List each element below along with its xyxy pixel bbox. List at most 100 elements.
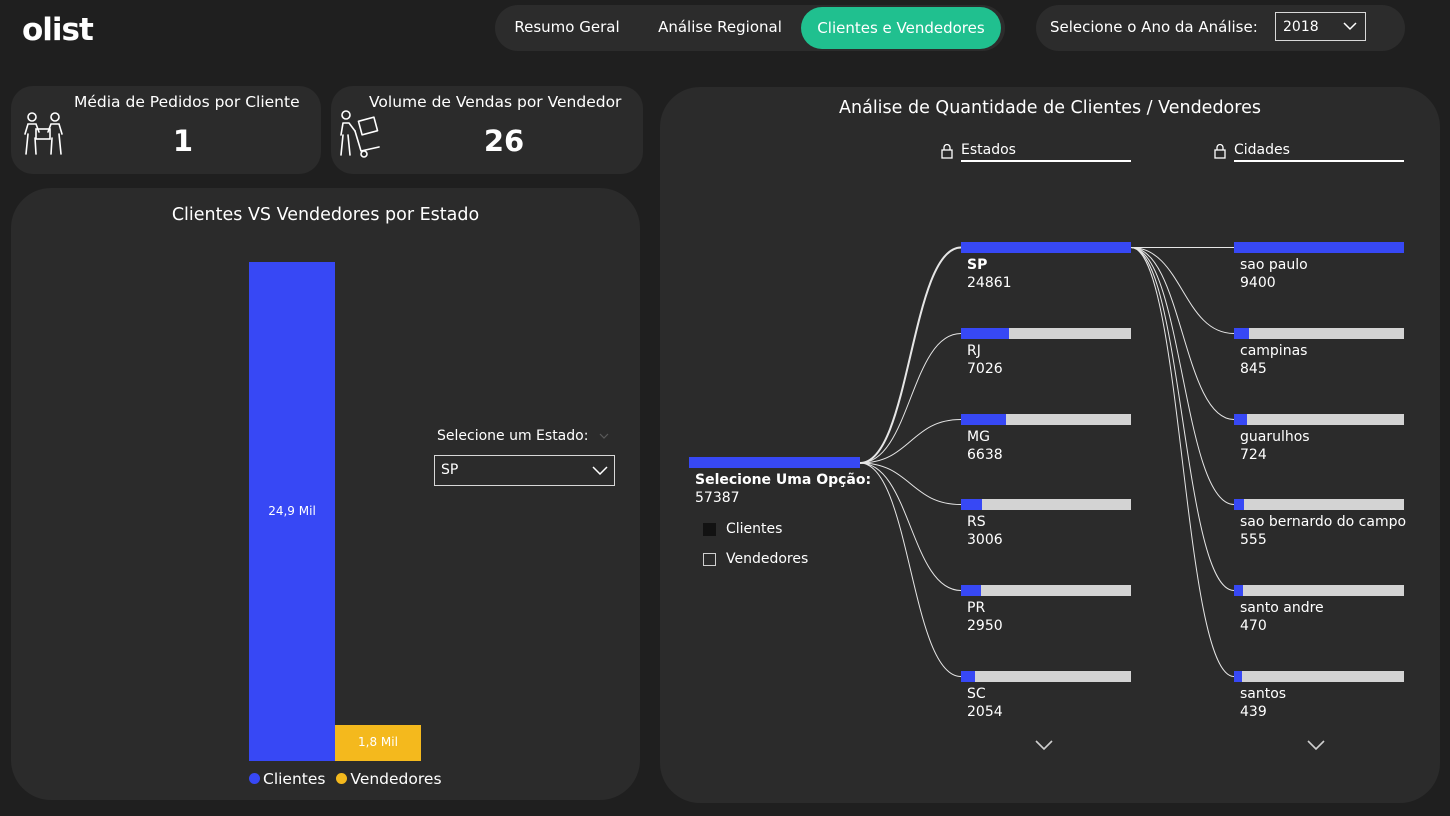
bar-clientes-label: 24,9 Mil bbox=[268, 503, 316, 518]
person-hand-truck-icon bbox=[340, 110, 380, 158]
estado-name: PR bbox=[967, 600, 986, 616]
estado-name: SC bbox=[967, 686, 986, 702]
chart-legend: Clientes Vendedores bbox=[249, 770, 442, 788]
year-select[interactable]: 2018 bbox=[1275, 12, 1366, 41]
connector-estado-cidade bbox=[1130, 247, 1235, 505]
estado-bar-fill bbox=[961, 499, 982, 510]
cidade-name: sao paulo bbox=[1240, 257, 1308, 273]
connector-root-estado bbox=[859, 462, 962, 591]
bar-chart-plot: 24,9 Mil 1,8 Mil bbox=[249, 262, 421, 761]
estado-bar[interactable] bbox=[961, 585, 1131, 596]
connector-estado-cidade bbox=[1130, 247, 1235, 334]
legend-item-clientes[interactable]: Clientes bbox=[249, 770, 325, 788]
estado-bar[interactable] bbox=[961, 328, 1131, 339]
checkbox-clientes[interactable] bbox=[703, 523, 716, 536]
cidade-name: guarulhos bbox=[1240, 429, 1310, 445]
connector-root-estado bbox=[859, 462, 962, 677]
tab-analise-regional[interactable]: Análise Regional bbox=[658, 18, 782, 36]
cidade-bar-fill bbox=[1234, 585, 1243, 596]
legend-label: Clientes bbox=[263, 770, 326, 788]
bar-vendedores-label: 1,8 Mil bbox=[358, 735, 398, 749]
cidade-value: 439 bbox=[1240, 704, 1267, 720]
option-label-clientes: Clientes bbox=[726, 521, 783, 537]
cidade-bar-fill bbox=[1234, 328, 1250, 339]
estado-name: MG bbox=[967, 429, 990, 445]
estado-bar[interactable] bbox=[961, 671, 1131, 682]
estado-bar[interactable] bbox=[961, 414, 1131, 425]
lock-icon bbox=[1214, 143, 1226, 159]
estado-bar-fill bbox=[961, 585, 982, 596]
kpi-orders-per-client: Média de Pedidos por Cliente 1 bbox=[11, 86, 321, 174]
cidade-value: 470 bbox=[1240, 618, 1267, 634]
cidade-name: santos bbox=[1240, 686, 1287, 702]
connector-estado-cidade bbox=[1130, 247, 1235, 677]
column-underline bbox=[1234, 160, 1404, 162]
estado-bar[interactable] bbox=[961, 499, 1131, 510]
estado-value: 7026 bbox=[967, 361, 1003, 377]
kpi-value: 26 bbox=[483, 124, 525, 158]
tree-connectors bbox=[859, 246, 1235, 677]
connector-root-estado bbox=[859, 246, 962, 464]
root-value: 57387 bbox=[695, 490, 740, 506]
cidade-value: 724 bbox=[1240, 447, 1267, 463]
column-header-cidades[interactable]: Cidades bbox=[1234, 142, 1290, 158]
cidade-name: sao bernardo do campo bbox=[1240, 514, 1407, 530]
cidade-bar[interactable] bbox=[1234, 328, 1404, 339]
column-header-estados[interactable]: Estados bbox=[961, 142, 1016, 158]
estado-name: RS bbox=[967, 514, 986, 530]
cidade-value: 9400 bbox=[1240, 275, 1276, 291]
bar-vendedores[interactable] bbox=[335, 725, 421, 761]
estado-value: 2054 bbox=[967, 704, 1003, 720]
cidade-bar[interactable] bbox=[1234, 499, 1404, 510]
cidade-bar-fill bbox=[1234, 414, 1248, 425]
estado-name: RJ bbox=[967, 343, 981, 359]
estado-bar[interactable] bbox=[961, 242, 1131, 253]
estado-value: 6638 bbox=[967, 447, 1003, 463]
kpi-value: 1 bbox=[172, 124, 194, 158]
connector-root-estado bbox=[859, 462, 962, 505]
bar-chart-panel: Clientes VS Vendedores por Estado 24,9 M… bbox=[11, 188, 640, 800]
root-label: Selecione Uma Opção: bbox=[695, 472, 872, 488]
chevron-down-icon bbox=[592, 466, 608, 475]
connector-estado-cidade bbox=[1130, 247, 1235, 591]
people-boxes-icon bbox=[24, 112, 63, 155]
tree-title: Análise de Quantidade de Clientes / Vend… bbox=[839, 98, 1261, 118]
estado-value: 24861 bbox=[967, 275, 1012, 291]
cidade-value: 555 bbox=[1240, 532, 1267, 548]
tab-resumo-geral[interactable]: Resumo Geral bbox=[514, 18, 620, 36]
kpi-title: Volume de Vendas por Vendedor bbox=[369, 93, 622, 111]
legend-item-vendedores[interactable]: Vendedores bbox=[336, 770, 442, 788]
cidade-bar[interactable] bbox=[1234, 414, 1404, 425]
cidade-value: 845 bbox=[1240, 361, 1267, 377]
estado-bar-fill bbox=[961, 671, 976, 682]
chevron-down-icon[interactable] bbox=[599, 433, 609, 439]
legend-dot-icon bbox=[249, 773, 260, 784]
bar-clientes[interactable] bbox=[249, 262, 335, 761]
estado-bar-fill bbox=[961, 328, 1010, 339]
checkbox-vendedores[interactable] bbox=[703, 553, 716, 566]
cidade-bar-fill bbox=[1234, 671, 1242, 682]
root-bar[interactable] bbox=[689, 457, 860, 468]
cidade-name: santo andre bbox=[1240, 600, 1324, 616]
year-select-value: 2018 bbox=[1283, 19, 1319, 35]
connector-root-estado bbox=[859, 419, 962, 464]
estado-value: 3006 bbox=[967, 532, 1003, 548]
estado-bar-fill bbox=[961, 242, 1131, 253]
estado-name: SP bbox=[967, 257, 988, 273]
chevron-down-icon bbox=[1343, 22, 1357, 31]
estado-value: 2950 bbox=[967, 618, 1003, 634]
lock-icon bbox=[941, 143, 953, 159]
olist-logo: olist bbox=[22, 12, 94, 48]
year-filter-label: Selecione o Ano da Análise: bbox=[1050, 18, 1258, 36]
cidade-name: campinas bbox=[1240, 343, 1308, 359]
chevron-down-icon[interactable] bbox=[1035, 740, 1053, 751]
state-select[interactable]: SP bbox=[434, 455, 615, 486]
chevron-down-icon[interactable] bbox=[1307, 740, 1325, 751]
cidade-bar[interactable] bbox=[1234, 242, 1404, 253]
tab-clientes-vendedores[interactable]: Clientes e Vendedores bbox=[801, 7, 1001, 49]
cidade-bar[interactable] bbox=[1234, 671, 1404, 682]
cidade-bar-fill bbox=[1234, 242, 1404, 253]
cidade-bar[interactable] bbox=[1234, 585, 1404, 596]
legend-dot-icon bbox=[336, 773, 348, 784]
column-underline bbox=[961, 160, 1131, 162]
